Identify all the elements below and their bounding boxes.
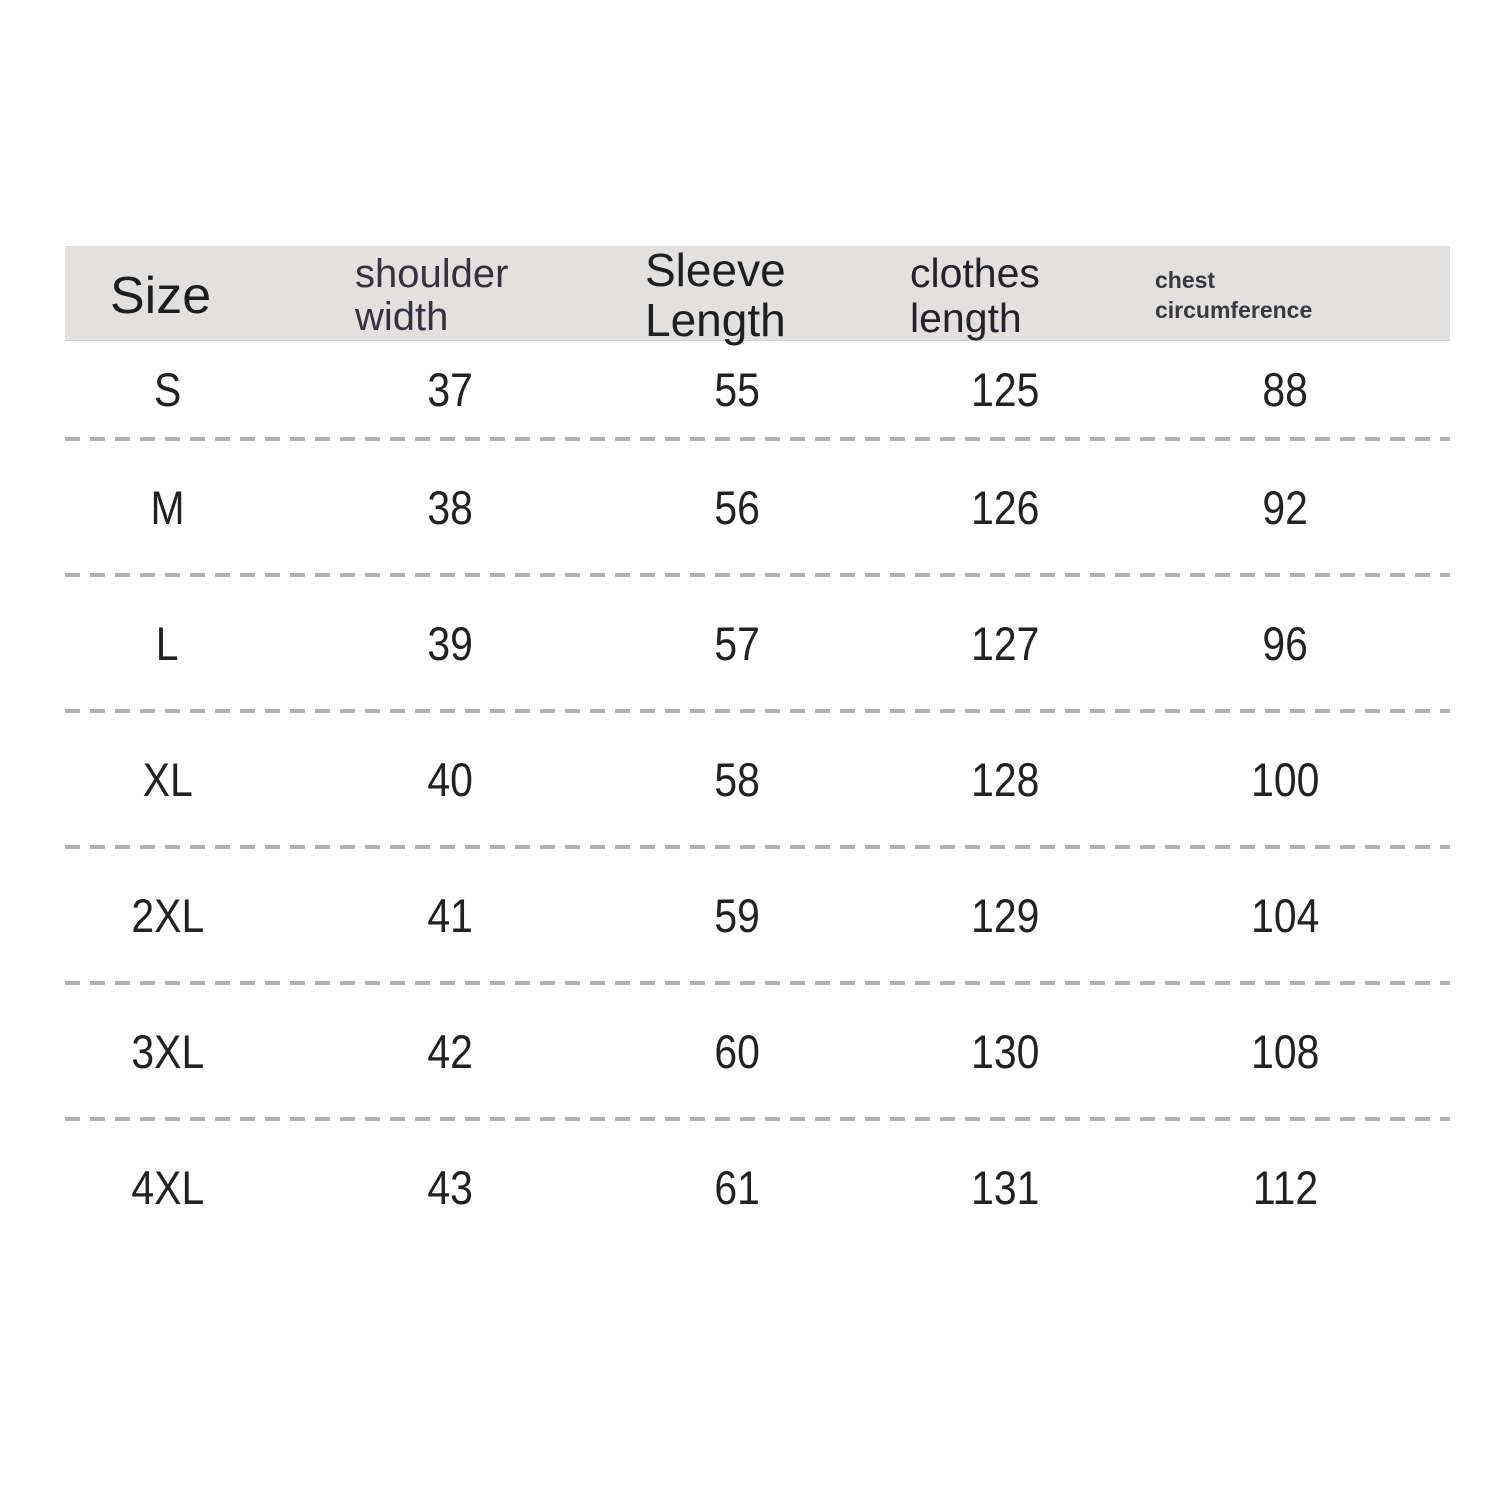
chest-circumference-cell: 92 [1262, 480, 1308, 534]
sleeve-length-cell: 58 [714, 752, 761, 806]
header-shoulder-width-line1: shoulder [355, 251, 509, 296]
sleeve-length-cell: 56 [714, 480, 761, 534]
row-divider [65, 981, 1450, 985]
chest-circumference-cell: 96 [1262, 616, 1308, 670]
clothes-length-cell: 128 [970, 752, 1040, 806]
clothes-length-cell: 131 [970, 1160, 1040, 1214]
shoulder-width-cell: 43 [427, 1160, 473, 1214]
row-divider [65, 437, 1450, 441]
header-sleeve-length: Sleeve Length [640, 244, 835, 346]
sleeve-length-cell: 61 [714, 1160, 761, 1214]
chest-circumference-cell: 108 [1250, 1024, 1320, 1078]
sleeve-length-cell: 60 [714, 1024, 761, 1078]
header-sleeve-length-line2: Length [645, 293, 786, 346]
row-divider [65, 1117, 1450, 1121]
clothes-length-cell: 130 [970, 1024, 1040, 1078]
size-cell: XL [142, 752, 193, 806]
sleeve-length-cell: 57 [714, 616, 761, 670]
table-row-m: M 38 56 126 92 [65, 441, 1450, 573]
size-cell: L [156, 616, 179, 670]
header-clothes-length-line2: length [910, 294, 1022, 341]
header-clothes-length-line1: clothes [910, 249, 1040, 296]
header-shoulder-width: shoulder width [270, 246, 640, 345]
header-chest-circumference-line2: circumference [1155, 296, 1313, 323]
row-divider [65, 845, 1450, 849]
shoulder-width-cell: 39 [427, 616, 473, 670]
chest-circumference-cell: 104 [1250, 888, 1320, 942]
header-clothes-length: clothes length [835, 246, 1145, 345]
header-shoulder-width-line2: width [355, 294, 449, 339]
header-sleeve-length-line1: Sleeve [645, 244, 786, 296]
size-cell: 3XL [131, 1024, 204, 1078]
row-divider [65, 709, 1450, 713]
chest-circumference-cell: 112 [1252, 1160, 1318, 1214]
table-row-4xl: 4XL 43 61 131 112 [65, 1121, 1450, 1253]
shoulder-width-cell: 37 [427, 362, 473, 416]
header-size-label: Size [110, 266, 212, 325]
row-divider [65, 573, 1450, 577]
table-row-s: S 37 55 125 88 [65, 341, 1450, 437]
header-chest-circumference: chest circumference [1145, 246, 1450, 345]
chest-circumference-cell: 88 [1262, 362, 1308, 416]
shoulder-width-cell: 41 [427, 888, 473, 942]
sleeve-length-cell: 59 [714, 888, 761, 942]
header-size: Size [65, 246, 270, 345]
size-cell: 2XL [131, 888, 204, 942]
chest-circumference-cell: 100 [1250, 752, 1320, 806]
clothes-length-cell: 127 [970, 616, 1040, 670]
clothes-length-cell: 126 [970, 480, 1040, 534]
header-chest-circumference-line1: chest [1155, 266, 1216, 293]
shoulder-width-cell: 40 [427, 752, 473, 806]
size-cell: M [150, 480, 185, 534]
table-row-2xl: 2XL 41 59 129 104 [65, 849, 1450, 981]
shoulder-width-cell: 42 [427, 1024, 473, 1078]
table-row-xl: XL 40 58 128 100 [65, 713, 1450, 845]
shoulder-width-cell: 38 [427, 480, 473, 534]
table-row-l: L 39 57 127 96 [65, 577, 1450, 709]
table-header-row: Size shoulder width Sleeve Length clothe… [65, 245, 1450, 344]
size-cell: 4XL [131, 1160, 204, 1214]
clothes-length-cell: 125 [970, 362, 1040, 416]
table-row-3xl: 3XL 42 60 130 108 [65, 985, 1450, 1117]
size-chart-table: Size shoulder width Sleeve Length clothe… [65, 245, 1450, 1253]
clothes-length-cell: 129 [970, 888, 1040, 942]
sleeve-length-cell: 55 [714, 362, 761, 416]
size-cell: S [153, 362, 182, 416]
